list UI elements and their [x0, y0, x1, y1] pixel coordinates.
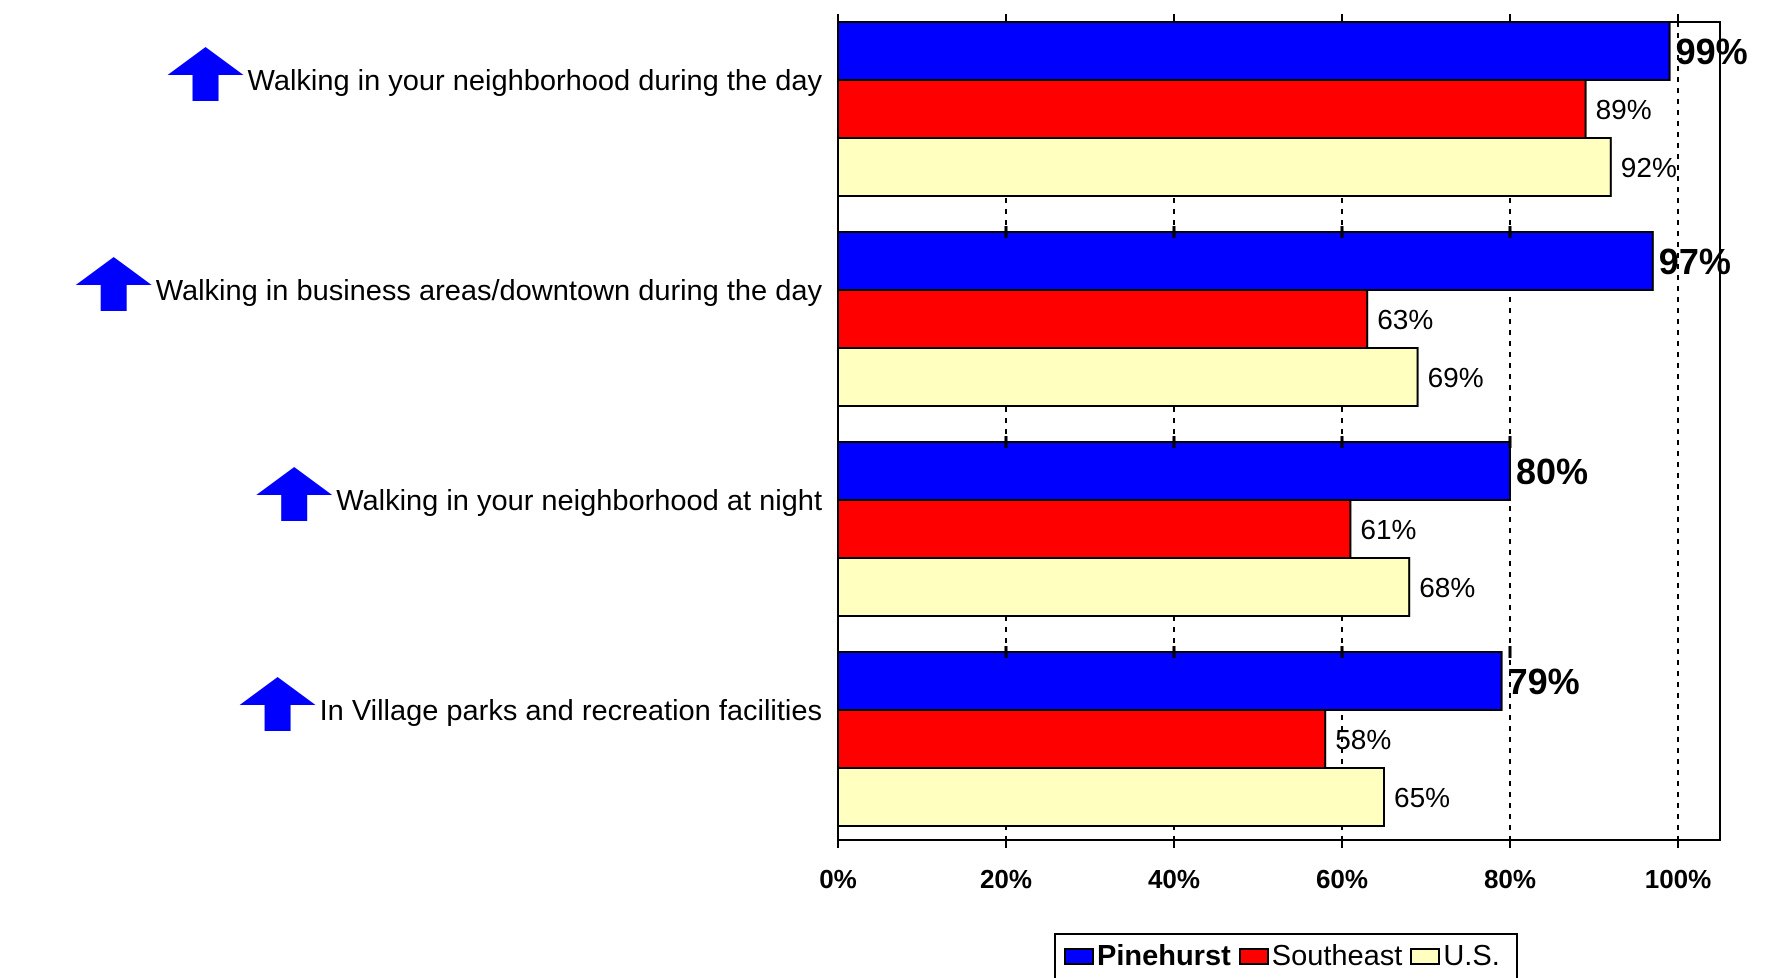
bar-southeast: [837, 499, 1352, 559]
data-label: 79%: [1508, 661, 1580, 702]
value-labels: 99% 89% 92% 97% 63% 69% 80% 61%68% 79% 58%65%: [1335, 31, 1747, 813]
legend-label: U.S.: [1443, 940, 1500, 972]
bar-us: [837, 767, 1385, 827]
data-label: 97%: [1659, 241, 1731, 282]
legend-swatch: [1410, 948, 1441, 965]
x-tick-label: 20%: [980, 864, 1032, 894]
data-label: 69%: [1428, 362, 1484, 393]
bar-pinehurst: [837, 441, 1511, 501]
legend-item: Southeast: [1238, 940, 1403, 973]
category-label: Walking in your neighborhood during the …: [248, 65, 823, 97]
data-label: 89%: [1596, 94, 1652, 125]
bar-us: [837, 347, 1419, 407]
bar-us: [837, 137, 1612, 197]
data-label: 99%: [1676, 31, 1748, 72]
up-arrow-icon: [167, 47, 244, 101]
legend-label: Southeast: [1271, 940, 1403, 972]
category-labels: Walking in your neighborhood during the …: [156, 65, 823, 727]
data-label: 61%: [1360, 514, 1416, 545]
x-tick-labels: 0% 20% 40% 60% 80% 100%: [819, 864, 1711, 894]
bar-southeast: [837, 709, 1327, 769]
plot-area: [837, 21, 1721, 841]
x-tick-label: 0%: [819, 864, 857, 894]
x-tick-label: 40%: [1148, 864, 1200, 894]
bar-pinehurst: [837, 21, 1671, 81]
up-arrow-icon: [75, 257, 152, 311]
x-tick-label: 100%: [1645, 864, 1712, 894]
up-arrow-icon: [256, 467, 333, 521]
bar-pinehurst: [837, 651, 1503, 711]
data-label: 63%: [1377, 304, 1433, 335]
category-arrows: [75, 47, 333, 731]
tick-marks: [837, 14, 1679, 848]
bar-pinehurst: [837, 231, 1654, 291]
bar-southeast: [837, 79, 1587, 139]
legend: Pinehurst Southeast U.S.: [1054, 933, 1518, 978]
data-label: 65%: [1394, 782, 1450, 813]
bar-us: [837, 557, 1411, 617]
legend-label: Pinehurst: [1097, 940, 1231, 972]
legend-item: Pinehurst: [1064, 940, 1231, 973]
data-label: 68%: [1419, 572, 1475, 603]
category-label: Walking in your neighborhood at night: [336, 485, 822, 517]
legend-swatch: [1238, 948, 1269, 965]
data-label: 80%: [1516, 451, 1588, 492]
x-tick-label: 60%: [1316, 864, 1368, 894]
legend-item: U.S.: [1410, 940, 1500, 973]
x-tick-label: 80%: [1484, 864, 1536, 894]
bars: [837, 21, 1671, 827]
up-arrow-icon: [239, 677, 316, 731]
category-label: Walking in business areas/downtown durin…: [156, 275, 823, 307]
category-label: In Village parks and recreation faciliti…: [320, 695, 822, 727]
bar-southeast: [837, 289, 1369, 349]
legend-swatch: [1064, 948, 1094, 965]
data-label: 92%: [1621, 152, 1677, 183]
data-label: 58%: [1335, 724, 1391, 755]
